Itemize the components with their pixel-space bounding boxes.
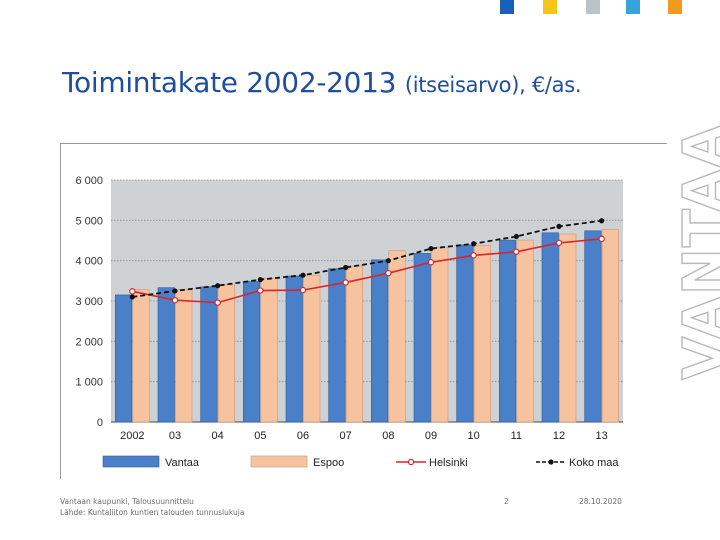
y-tick-label: 3 000 [75, 296, 103, 308]
bar-espoo [345, 265, 363, 423]
y-tick-label: 2 000 [75, 336, 103, 348]
top-square-3 [586, 0, 600, 14]
y-tick-label: 0 [97, 417, 103, 429]
x-tick-label: 11 [511, 430, 522, 442]
brand-logo-text: VANTAA [671, 123, 720, 381]
point-helsinki [427, 259, 435, 266]
x-tick-label: 10 [468, 430, 480, 442]
bar-vantaa [157, 287, 175, 423]
bar-vantaa [413, 253, 431, 423]
legend-marker-helsinki [407, 458, 415, 466]
bar-espoo [431, 247, 449, 423]
bar-vantaa [584, 230, 602, 423]
x-tick-label: 05 [254, 430, 266, 442]
bar-espoo [260, 278, 278, 423]
bar-vantaa [371, 259, 389, 423]
legend-swatch-vantaa [102, 455, 160, 468]
title-main: Toimintakate 2002-2013 [62, 66, 397, 99]
bar-vantaa [285, 275, 303, 423]
point-koko-maa [599, 218, 605, 224]
top-square-1 [500, 0, 514, 14]
page-number: 2 [504, 497, 509, 506]
y-tick-label: 5 000 [75, 215, 103, 227]
y-tick-label: 1 000 [75, 377, 103, 389]
line-koko-maa [132, 219, 602, 298]
bar-espoo [217, 284, 235, 423]
x-tick-label: 09 [425, 430, 437, 442]
point-koko-maa [215, 283, 221, 289]
point-helsinki [342, 279, 349, 286]
bar-espoo [473, 245, 491, 423]
bar-espoo [559, 233, 577, 423]
slide-title: Toimintakate 2002-2013 (itseisarvo), €/a… [62, 66, 582, 99]
point-helsinki [171, 296, 179, 304]
x-tick-label: 12 [553, 430, 565, 442]
x-tick-label: 08 [382, 430, 394, 442]
point-helsinki [385, 269, 392, 277]
bar-espoo [388, 250, 406, 423]
chart-frame: 0 1 000 2 000 3 000 4 000 5 000 6 000 2002 03 04 0… [60, 143, 667, 479]
x-tick-label: 13 [596, 430, 608, 442]
top-square-5 [668, 0, 682, 14]
legend-label-koko-maa: Koko maa [569, 457, 619, 469]
point-koko-maa [428, 245, 434, 252]
bar-vantaa [115, 294, 133, 423]
point-koko-maa [385, 258, 391, 264]
x-tick-label: 07 [340, 430, 352, 442]
point-koko-maa [172, 288, 178, 294]
y-tick-label: 6 000 [75, 175, 103, 187]
top-square-2 [543, 0, 557, 14]
legend-swatch-espoo [250, 455, 308, 468]
title-subtitle: (itseisarvo), €/as. [404, 73, 582, 97]
footer-source-line1: Vantaan kaupunki, Talousuunnittelu [60, 497, 194, 506]
point-helsinki [214, 299, 221, 306]
point-helsinki [598, 235, 605, 243]
bar-espoo [303, 274, 321, 423]
point-koko-maa [471, 241, 477, 247]
bar-espoo [516, 239, 534, 423]
legend-label-espoo: Espoo [313, 457, 344, 469]
chart: 0 1 000 2 000 3 000 4 000 5 000 6 000 2002 03 04 0… [75, 175, 623, 469]
point-helsinki [513, 248, 520, 255]
point-helsinki [555, 239, 563, 247]
bar-vantaa [200, 286, 218, 423]
bar-vantaa [541, 232, 559, 423]
footer-source-line2: Lähde: Kuntaliiton kuntien talouden tunn… [60, 508, 245, 517]
point-helsinki [257, 287, 264, 294]
point-koko-maa [343, 264, 349, 271]
point-helsinki [299, 286, 307, 294]
legend-label-helsinki: Helsinki [429, 457, 468, 469]
x-tick-label: 2002 [120, 430, 144, 442]
point-koko-maa [300, 272, 306, 278]
point-helsinki [129, 288, 136, 295]
x-tick-label: 04 [212, 430, 224, 442]
bar-vantaa [243, 281, 261, 423]
bar-vantaa [328, 268, 346, 423]
point-koko-maa [556, 223, 562, 229]
top-square-4 [626, 0, 640, 14]
bar-espoo [601, 228, 619, 423]
bar-vantaa [456, 244, 474, 423]
bar-vantaa [499, 239, 517, 423]
x-tick-label: 03 [169, 430, 181, 442]
point-koko-maa [129, 294, 135, 300]
point-helsinki [470, 252, 477, 259]
legend-marker-koko-maa [548, 459, 554, 465]
y-tick-label: 4 000 [75, 256, 103, 268]
x-tick-label: 06 [297, 430, 309, 442]
point-koko-maa [513, 233, 519, 240]
legend-label-vantaa: Vantaa [165, 457, 200, 469]
point-koko-maa [257, 277, 263, 283]
line-helsinki [132, 238, 602, 304]
footer-date: 28.10.2020 [579, 497, 622, 506]
bar-espoo [132, 289, 150, 423]
bar-espoo [175, 289, 193, 423]
